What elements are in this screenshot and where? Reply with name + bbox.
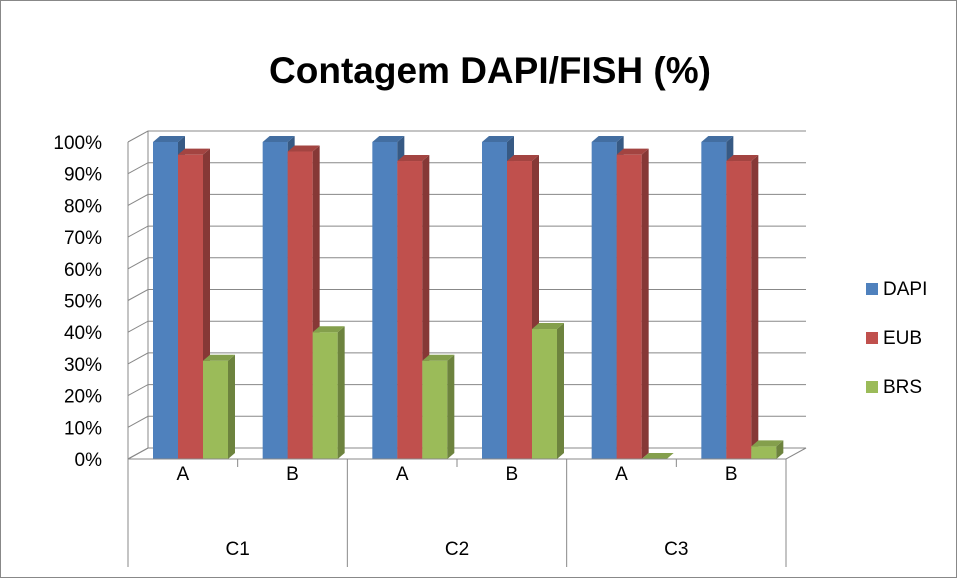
bar-front [616, 154, 642, 459]
y-tick-label: 30% [64, 355, 102, 376]
y-tick-label: 40% [64, 323, 102, 344]
x-tick-label: B [505, 464, 518, 485]
bar-front [262, 142, 288, 459]
bar [726, 155, 759, 459]
bar-top [397, 155, 430, 162]
bar-side [337, 326, 345, 459]
chart-title: Contagem DAPI/FISH (%) [269, 50, 711, 91]
bar-top [372, 136, 405, 142]
bar-side [641, 148, 649, 459]
bar-top [591, 136, 624, 142]
group-label: C1 [226, 539, 250, 560]
bar-side [557, 323, 564, 459]
bar-side [776, 440, 784, 459]
y-tick-label: 60% [64, 260, 102, 281]
y-tick-label: 90% [64, 165, 102, 186]
bar-front [591, 142, 617, 459]
y-tick-label: 20% [64, 387, 102, 408]
bar-side [447, 354, 455, 459]
y-tick-label: 80% [64, 196, 102, 217]
legend-swatch [866, 381, 878, 393]
grid-line [127, 415, 806, 428]
bar-top [178, 148, 210, 155]
grid-line [127, 289, 806, 301]
group-label: C3 [664, 539, 688, 560]
x-tick-label: A [396, 464, 409, 485]
bar-front [751, 446, 777, 459]
grid-line [127, 384, 806, 397]
grid-line [127, 447, 806, 460]
bar [641, 453, 674, 459]
y-tick-label: 50% [64, 292, 102, 313]
bar [203, 354, 235, 459]
bar-top [203, 354, 235, 361]
bar-side [751, 155, 759, 459]
bar-front [153, 142, 178, 459]
legend-swatch [866, 332, 878, 344]
grid-line [127, 320, 806, 333]
x-tick-label: A [176, 464, 189, 485]
grid-line [127, 162, 806, 175]
bar [751, 440, 784, 459]
bar [422, 354, 455, 459]
bar-front [372, 142, 398, 459]
bar-front [312, 332, 338, 459]
bar [616, 148, 649, 459]
grid-line [127, 225, 806, 238]
y-tick-label: 0% [75, 450, 103, 471]
x-tick-label: A [615, 464, 628, 485]
x-tick-label: B [286, 464, 299, 485]
grid-line [127, 193, 806, 206]
bar-front [726, 161, 752, 459]
legend-label: DAPI [883, 279, 927, 300]
bar-top [532, 323, 564, 330]
bar-front [482, 142, 507, 459]
bar [312, 326, 345, 459]
bar-front [507, 161, 532, 459]
grid-line [127, 257, 806, 270]
bar-top [287, 145, 320, 152]
legend-swatch [866, 283, 878, 295]
grid-line [127, 130, 806, 143]
bar-top [616, 148, 649, 155]
bar [532, 323, 564, 459]
y-tick-label: 70% [64, 228, 102, 249]
bar-top [751, 440, 784, 447]
bar-front [203, 360, 228, 459]
bar-top [422, 354, 455, 361]
bar-top [701, 136, 734, 142]
bar-front [397, 161, 423, 459]
bar-top [312, 326, 345, 333]
y-tick-label: 100% [53, 133, 102, 154]
legend-label: BRS [883, 377, 922, 398]
grid-line [127, 352, 806, 365]
bar-front [287, 151, 313, 459]
bar-top [153, 136, 185, 142]
bar-top [482, 136, 514, 142]
bar-front [701, 142, 727, 459]
legend-label: EUB [883, 328, 922, 349]
bar-side [228, 354, 235, 459]
bar-front [532, 329, 557, 459]
group-label: C2 [445, 539, 469, 560]
bar-top [262, 136, 295, 142]
bar [507, 155, 539, 459]
x-tick-label: B [725, 464, 738, 485]
bar-top [726, 155, 759, 162]
bar-top [641, 453, 674, 459]
bar-front [422, 360, 448, 459]
y-tick-label: 10% [64, 418, 102, 439]
bar-front [178, 154, 203, 459]
bar-top [507, 155, 539, 162]
